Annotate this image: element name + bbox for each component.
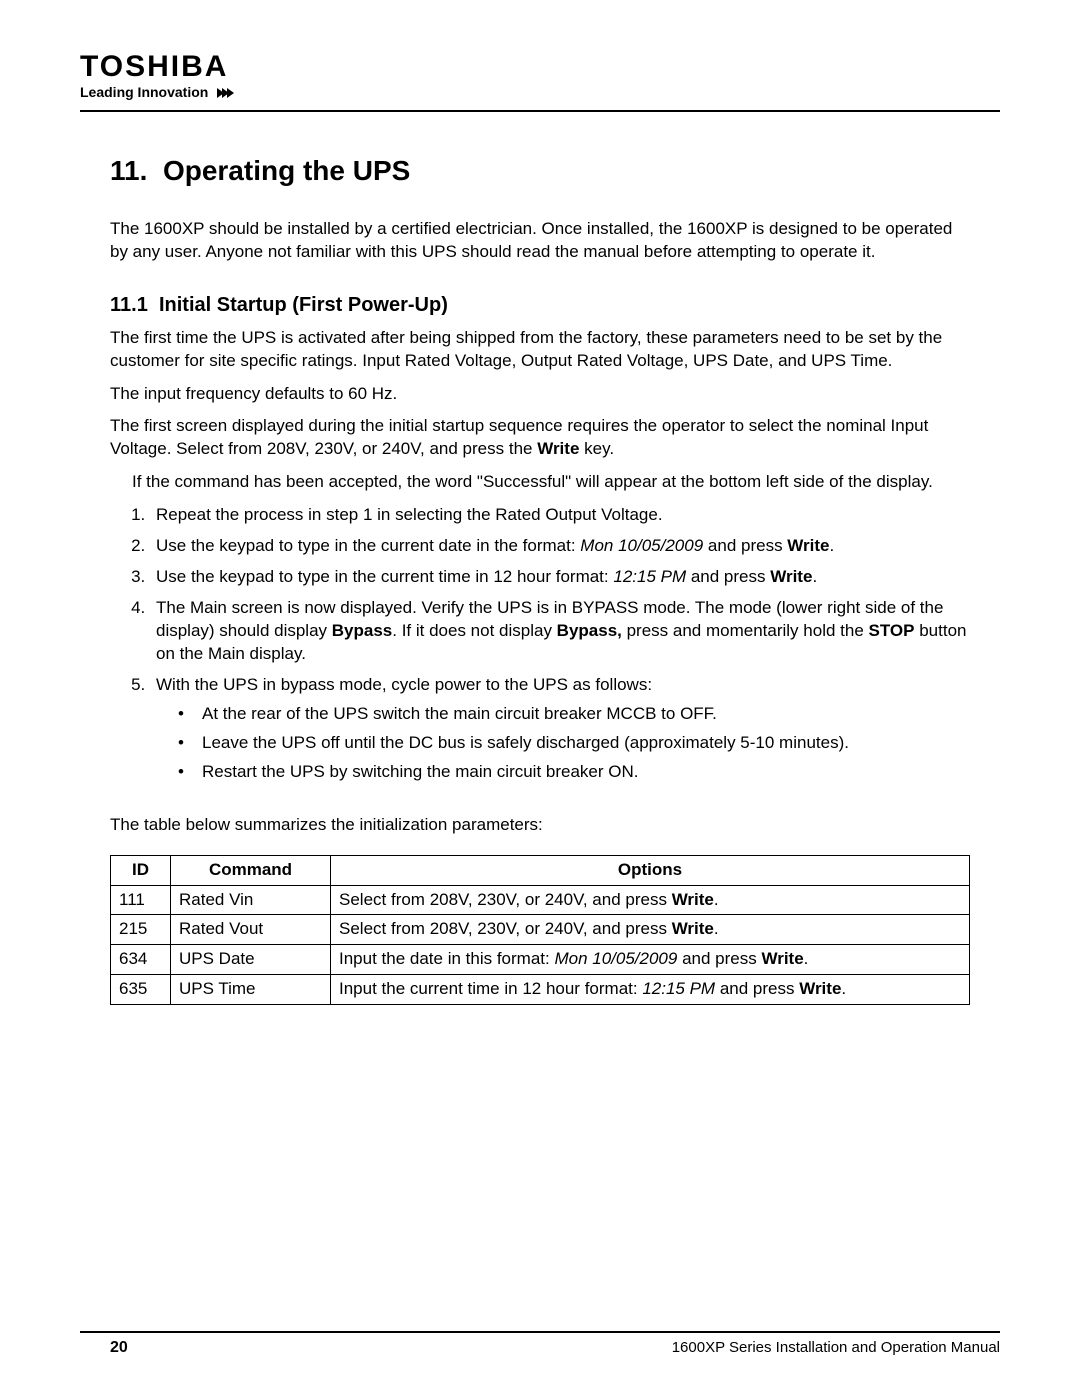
chevron-icon	[217, 84, 232, 102]
cell-command: Rated Vout	[171, 915, 331, 945]
section-number: 11.	[110, 155, 147, 186]
bullet-item: At the rear of the UPS switch the main c…	[196, 703, 970, 726]
brand-tagline: Leading Innovation	[80, 84, 208, 100]
cell-options: Input the date in this format: Mon 10/05…	[331, 945, 970, 975]
sub-bullets: At the rear of the UPS switch the main c…	[156, 703, 970, 784]
cell-id: 215	[111, 915, 171, 945]
numbered-steps: Repeat the process in step 1 in selectin…	[110, 504, 970, 783]
cell-id: 635	[111, 975, 171, 1005]
cell-id: 111	[111, 885, 171, 915]
cell-command: UPS Date	[171, 945, 331, 975]
cell-options: Input the current time in 12 hour format…	[331, 975, 970, 1005]
col-header-options: Options	[331, 855, 970, 885]
table-header-row: ID Command Options	[111, 855, 970, 885]
table-row: 215 Rated Vout Select from 208V, 230V, o…	[111, 915, 970, 945]
section-title-text: Operating the UPS	[163, 155, 410, 186]
section-heading: 11. Operating the UPS	[110, 152, 970, 190]
step-item: Use the keypad to type in the current ti…	[150, 566, 970, 589]
body-paragraph: The first screen displayed during the in…	[110, 415, 970, 461]
indented-note: If the command has been accepted, the wo…	[110, 471, 970, 494]
manual-title: 1600XP Series Installation and Operation…	[672, 1339, 1000, 1357]
cell-command: UPS Time	[171, 975, 331, 1005]
page-content: 11. Operating the UPS The 1600XP should …	[80, 112, 1000, 1005]
page-number: 20	[80, 1339, 128, 1357]
cell-options: Select from 208V, 230V, or 240V, and pre…	[331, 915, 970, 945]
subsection-number: 11.1	[110, 294, 148, 316]
body-paragraph: The first time the UPS is activated afte…	[110, 327, 970, 373]
table-row: 635 UPS Time Input the current time in 1…	[111, 975, 970, 1005]
col-header-command: Command	[171, 855, 331, 885]
cell-id: 634	[111, 945, 171, 975]
brand-name: TOSHIBA	[80, 50, 1000, 84]
body-paragraph: The input frequency defaults to 60 Hz.	[110, 383, 970, 406]
col-header-id: ID	[111, 855, 171, 885]
manual-page: TOSHIBA Leading Innovation 11. Operating…	[0, 0, 1080, 1397]
write-key-label: Write	[537, 439, 579, 458]
step-item: With the UPS in bypass mode, cycle power…	[150, 674, 970, 784]
init-params-table: ID Command Options 111 Rated Vin Select …	[110, 855, 970, 1006]
table-row: 634 UPS Date Input the date in this form…	[111, 945, 970, 975]
table-row: 111 Rated Vin Select from 208V, 230V, or…	[111, 885, 970, 915]
brand-block: TOSHIBA Leading Innovation	[80, 50, 1000, 102]
subsection-heading: 11.1 Initial Startup (First Power-Up)	[110, 292, 970, 319]
step-item: Use the keypad to type in the current da…	[150, 535, 970, 558]
bullet-item: Leave the UPS off until the DC bus is sa…	[196, 732, 970, 755]
subsection-title-text: Initial Startup (First Power-Up)	[159, 294, 448, 316]
cell-command: Rated Vin	[171, 885, 331, 915]
cell-options: Select from 208V, 230V, or 240V, and pre…	[331, 885, 970, 915]
step-item: The Main screen is now displayed. Verify…	[150, 597, 970, 666]
bullet-item: Restart the UPS by switching the main ci…	[196, 761, 970, 784]
table-intro: The table below summarizes the initializ…	[110, 814, 970, 837]
page-footer: 20 1600XP Series Installation and Operat…	[80, 1331, 1000, 1357]
intro-paragraph: The 1600XP should be installed by a cert…	[110, 218, 970, 264]
step-item: Repeat the process in step 1 in selectin…	[150, 504, 970, 527]
